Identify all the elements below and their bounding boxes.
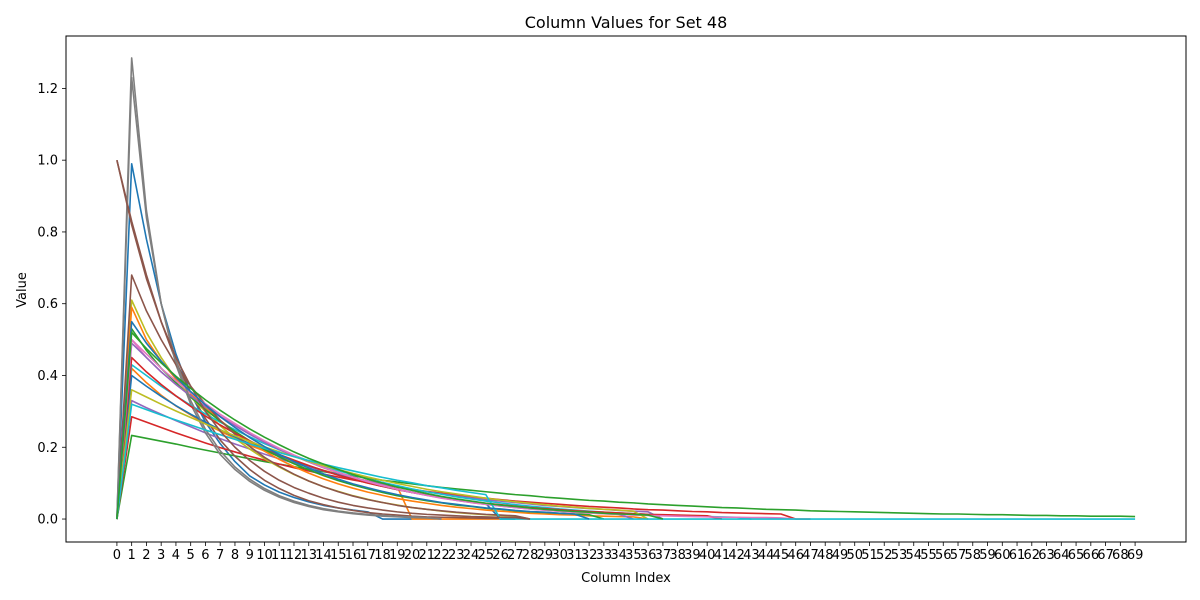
x-tick-label: 46 bbox=[787, 548, 804, 563]
x-tick-label: 56 bbox=[935, 548, 952, 563]
x-tick-label: 11 bbox=[271, 548, 288, 563]
x-tick-label: 62 bbox=[1024, 548, 1041, 563]
y-tick-label: 0.4 bbox=[37, 369, 58, 384]
x-tick-label: 64 bbox=[1053, 548, 1070, 563]
y-tick-label: 1.2 bbox=[37, 82, 58, 97]
x-tick-label: 59 bbox=[979, 548, 996, 563]
x-tick-label: 58 bbox=[964, 548, 981, 563]
x-tick-label: 49 bbox=[832, 548, 849, 563]
x-tick-label: 21 bbox=[419, 548, 436, 563]
x-tick-label: 35 bbox=[625, 548, 642, 563]
x-tick-label: 68 bbox=[1112, 548, 1129, 563]
x-tick-label: 48 bbox=[817, 548, 834, 563]
x-tick-label: 20 bbox=[404, 548, 421, 563]
x-tick-label: 12 bbox=[286, 548, 303, 563]
x-tick-label: 17 bbox=[359, 548, 376, 563]
x-tick-label: 1 bbox=[128, 548, 136, 563]
x-tick-label: 44 bbox=[758, 548, 775, 563]
x-tick-label: 37 bbox=[655, 548, 672, 563]
x-tick-label: 50 bbox=[846, 548, 863, 563]
x-tick-label: 0 bbox=[113, 548, 121, 563]
series-line-16 bbox=[116, 338, 796, 520]
x-tick-label: 55 bbox=[920, 548, 937, 563]
series-line-15 bbox=[116, 274, 531, 520]
plot-frame bbox=[65, 35, 1187, 543]
y-axis-label: Value bbox=[15, 272, 30, 308]
x-tick-label: 42 bbox=[728, 548, 745, 563]
x-tick-label: 10 bbox=[256, 548, 273, 563]
x-tick-label: 14 bbox=[315, 548, 332, 563]
x-tick-label: 66 bbox=[1083, 548, 1100, 563]
series-line-19 bbox=[116, 403, 1136, 520]
series-line-21 bbox=[116, 320, 590, 520]
x-tick-label: 2 bbox=[142, 548, 150, 563]
series-line-5 bbox=[116, 159, 516, 520]
x-tick-label: 8 bbox=[231, 548, 239, 563]
series-line-3 bbox=[116, 415, 811, 520]
series-line-20 bbox=[116, 159, 531, 520]
y-tick-label: 0.6 bbox=[37, 297, 58, 312]
series-line-17 bbox=[116, 76, 442, 520]
x-tick-label: 67 bbox=[1097, 548, 1114, 563]
x-axis-ticks: 0 1 2 3 4 5 6 7 8 9 101112131415161718192021222324… bbox=[113, 542, 1144, 563]
x-tick-label: 51 bbox=[861, 548, 878, 563]
x-tick-label: 32 bbox=[581, 548, 598, 563]
x-tick-label: 52 bbox=[876, 548, 893, 563]
x-tick-label: 6 bbox=[201, 548, 209, 563]
series-line-18 bbox=[116, 389, 649, 520]
x-tick-label: 57 bbox=[950, 548, 967, 563]
x-tick-label: 31 bbox=[566, 548, 583, 563]
x-tick-label: 29 bbox=[537, 548, 554, 563]
x-tick-label: 38 bbox=[669, 548, 686, 563]
x-tick-label: 24 bbox=[463, 548, 480, 563]
x-tick-label: 47 bbox=[802, 548, 819, 563]
x-tick-label: 3 bbox=[157, 548, 165, 563]
x-tick-label: 54 bbox=[905, 548, 922, 563]
x-tick-label: 4 bbox=[172, 548, 180, 563]
x-tick-label: 5 bbox=[187, 548, 195, 563]
x-tick-label: 7 bbox=[216, 548, 224, 563]
x-tick-label: 19 bbox=[389, 548, 406, 563]
x-tick-label: 22 bbox=[433, 548, 450, 563]
y-tick-label: 0.2 bbox=[37, 441, 58, 456]
series-line-11 bbox=[116, 306, 649, 520]
series-layer bbox=[116, 57, 1136, 520]
x-tick-label: 39 bbox=[684, 548, 701, 563]
x-tick-label: 61 bbox=[1009, 548, 1026, 563]
y-tick-label: 0.8 bbox=[37, 225, 58, 240]
x-tick-label: 45 bbox=[773, 548, 790, 563]
x-tick-label: 27 bbox=[507, 548, 524, 563]
x-tick-label: 28 bbox=[522, 548, 539, 563]
x-axis-label: Column Index bbox=[581, 571, 671, 586]
x-tick-label: 41 bbox=[714, 548, 731, 563]
x-tick-label: 36 bbox=[640, 548, 657, 563]
x-tick-label: 15 bbox=[330, 548, 347, 563]
x-tick-label: 34 bbox=[610, 548, 627, 563]
y-tick-label: 1.0 bbox=[37, 154, 58, 169]
x-tick-label: 26 bbox=[492, 548, 509, 563]
y-tick-label: 0.0 bbox=[37, 513, 58, 528]
chart-title: Column Values for Set 48 bbox=[525, 13, 728, 32]
series-line-22 bbox=[116, 331, 664, 520]
x-tick-label: 53 bbox=[891, 548, 908, 563]
x-tick-label: 63 bbox=[1038, 548, 1055, 563]
y-axis-ticks: 0.0 0.2 0.4 0.6 0.8 1.0 1.2 bbox=[37, 82, 66, 528]
x-tick-label: 9 bbox=[246, 548, 254, 563]
x-tick-label: 18 bbox=[374, 548, 391, 563]
x-tick-label: 25 bbox=[478, 548, 495, 563]
x-tick-label: 60 bbox=[994, 548, 1011, 563]
x-tick-label: 16 bbox=[345, 548, 362, 563]
x-tick-label: 13 bbox=[300, 548, 317, 563]
x-tick-label: 69 bbox=[1127, 548, 1144, 563]
x-tick-label: 30 bbox=[551, 548, 568, 563]
x-tick-label: 33 bbox=[596, 548, 613, 563]
x-tick-label: 65 bbox=[1068, 548, 1085, 563]
x-tick-label: 40 bbox=[699, 548, 716, 563]
x-tick-label: 23 bbox=[448, 548, 465, 563]
x-tick-label: 43 bbox=[743, 548, 760, 563]
